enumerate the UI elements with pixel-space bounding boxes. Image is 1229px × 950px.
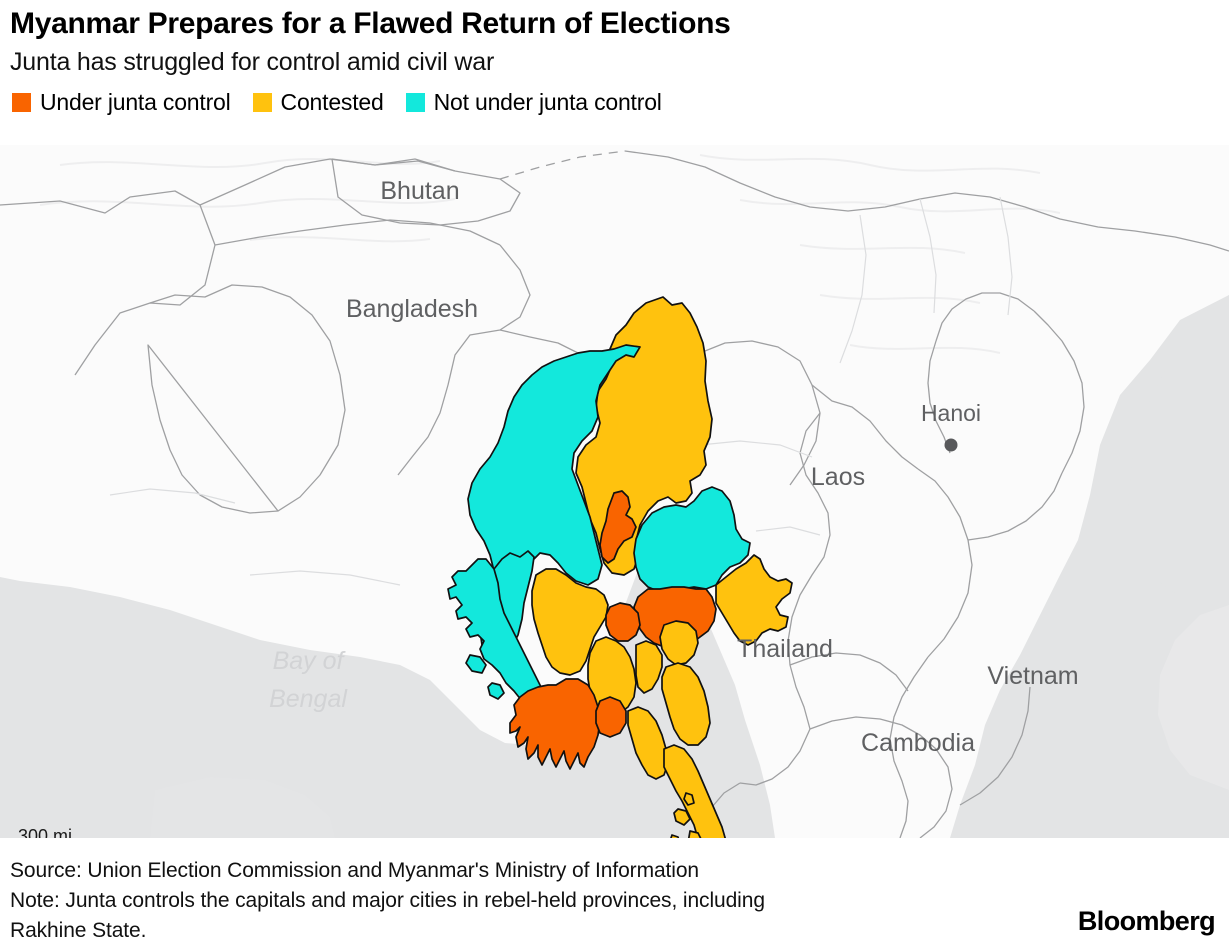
legend-item-label: Not under junta control <box>433 89 662 116</box>
country-label-cambodia: Cambodia <box>861 729 975 757</box>
header: Myanmar Prepares for a Flawed Return of … <box>0 0 1229 77</box>
region-ayeyarwady[interactable] <box>509 678 601 770</box>
footer-note-line-1: Note: Junta controls the capitals and ma… <box>10 888 765 912</box>
legend: Under junta control Contested Not under … <box>12 91 1229 114</box>
region-shan-east[interactable] <box>715 554 793 646</box>
country-label-thailand: Thailand <box>737 635 833 663</box>
map-canvas[interactable]: Bhutan Bangladesh Laos Thailand Vietnam … <box>0 145 1229 838</box>
scale-miles-label: 300 mi <box>18 826 73 838</box>
legend-item-not-junta-control: Not under junta control <box>405 89 662 116</box>
province-borders <box>109 196 1013 586</box>
region-rakhine-island-2[interactable] <box>487 682 505 700</box>
scale-bar: 300 mi 500 km <box>18 825 198 838</box>
country-label-vietnam: Vietnam <box>987 662 1078 690</box>
region-mandalay-spur[interactable] <box>599 490 637 564</box>
bloomberg-logo: Bloomberg <box>1077 906 1216 936</box>
footer-note-line-2: Rakhine State. <box>10 918 147 942</box>
footer-source: Source: Union Election Commission and My… <box>10 859 700 882</box>
region-mon[interactable] <box>627 706 669 780</box>
page-title: Myanmar Prepares for a Flawed Return of … <box>10 7 731 40</box>
region-rakhine-island-1[interactable] <box>465 654 487 674</box>
lake-shading <box>150 777 335 838</box>
legend-swatch-icon <box>405 93 425 113</box>
country-borders <box>0 150 1229 838</box>
region-kayin[interactable] <box>661 662 711 746</box>
city-label-hanoi: Hanoi <box>921 400 981 426</box>
region-tanintharyi-island-3[interactable] <box>687 830 702 838</box>
region-naypyidaw[interactable] <box>605 602 641 642</box>
legend-swatch-icon <box>252 93 272 113</box>
legend-item-label: Contested <box>280 89 384 116</box>
region-magway[interactable] <box>531 568 609 676</box>
country-label-laos: Laos <box>811 463 865 491</box>
region-tanintharyi-island-4[interactable] <box>670 834 680 838</box>
region-tanintharyi-island-2[interactable] <box>673 808 691 826</box>
legend-swatch-icon <box>12 93 31 113</box>
page-subtitle: Junta has struggled for control amid civ… <box>10 48 495 77</box>
country-label-bhutan: Bhutan <box>380 177 459 205</box>
sea-label-bay-of-bengal-line2: Bengal <box>269 685 348 713</box>
sea-label-bay-of-bengal-line1: Bay of <box>273 647 347 675</box>
footer: Source: Union Election Commission and My… <box>10 856 1050 945</box>
legend-item-label: Under junta control <box>40 89 231 116</box>
myanmar-regions[interactable] <box>447 296 793 838</box>
legend-item-junta-control: Under junta control <box>12 91 231 114</box>
water-shading-2 <box>1158 605 1229 790</box>
region-rakhine[interactable] <box>447 558 557 734</box>
region-shan-north[interactable] <box>633 486 751 592</box>
region-tanintharyi[interactable] <box>663 744 728 838</box>
region-kayah[interactable] <box>659 620 699 666</box>
region-tanintharyi-island-1[interactable] <box>683 792 695 806</box>
country-label-bangladesh: Bangladesh <box>346 295 478 323</box>
region-bago-east[interactable] <box>635 640 663 694</box>
city-dot-icon <box>944 438 958 452</box>
water-shading <box>1128 295 1229 600</box>
legend-item-contested: Contested <box>252 89 384 116</box>
region-yangon[interactable] <box>595 696 627 738</box>
